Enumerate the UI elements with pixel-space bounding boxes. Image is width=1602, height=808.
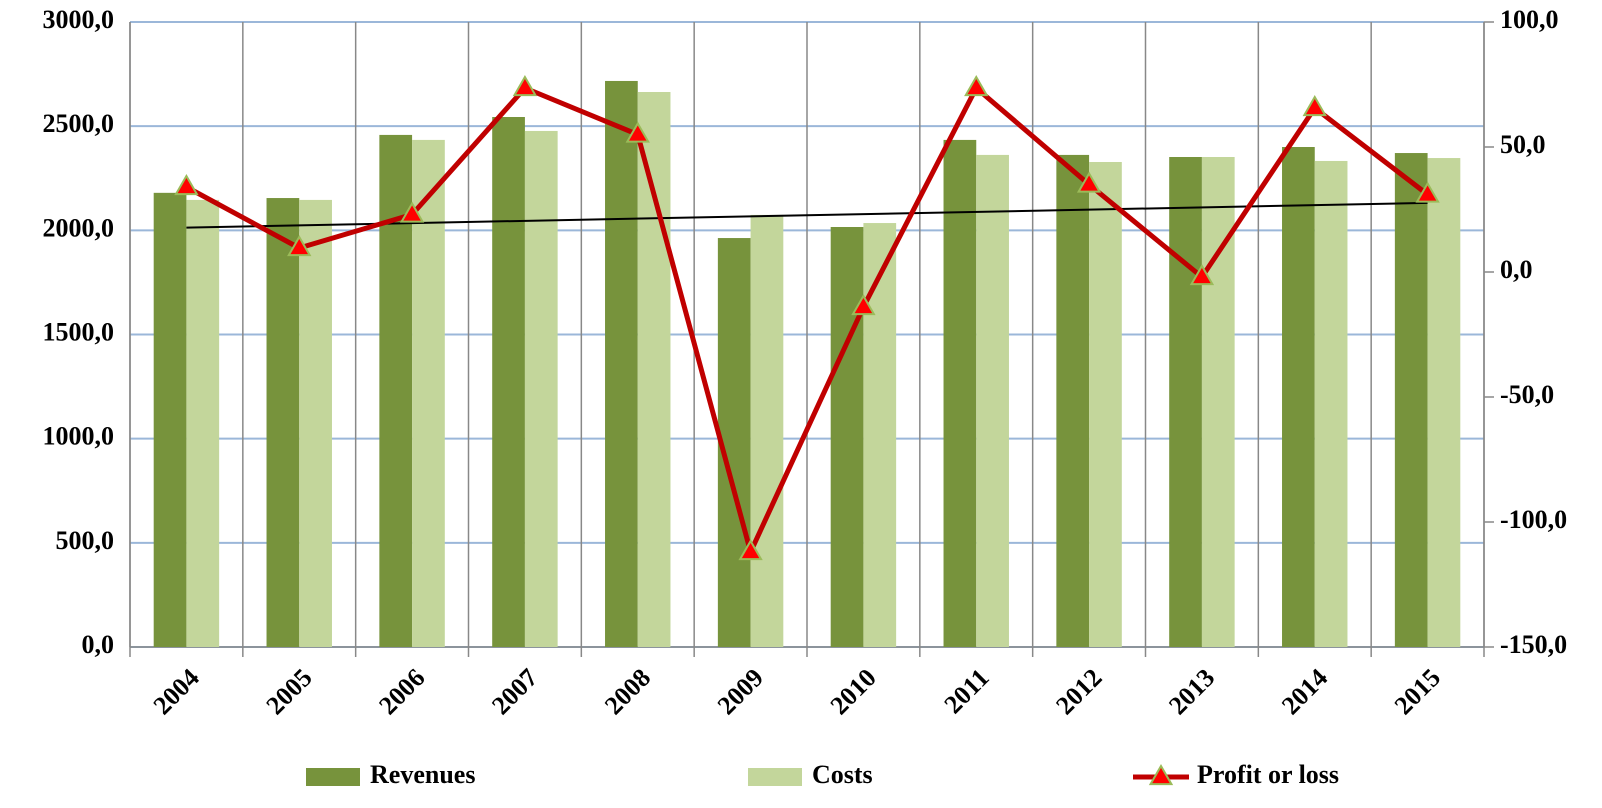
legend-label: Costs: [812, 760, 873, 789]
y2-tick-label: -50,0: [1500, 380, 1554, 409]
x-tick-label: 2005: [260, 663, 317, 720]
bar: [976, 154, 1009, 647]
bar: [412, 139, 445, 647]
bar: [750, 214, 784, 647]
x-tick-label: 2007: [486, 663, 543, 720]
legend-marker: [1148, 763, 1174, 786]
bar: [1314, 160, 1348, 648]
bar: [637, 92, 671, 647]
line: [185, 85, 1430, 555]
x-tick-label: 2010: [825, 663, 882, 720]
y-tick-label: 2000,0: [43, 213, 115, 242]
bar: [1089, 162, 1122, 647]
marker: [174, 173, 199, 196]
marker: [1076, 171, 1102, 193]
y2-tick-label: 50,0: [1500, 130, 1546, 159]
bar: [1056, 154, 1090, 647]
trend-line: [186, 201, 1428, 229]
bar: [943, 139, 977, 647]
bar: [1169, 157, 1202, 647]
x-tick-label: 2014: [1276, 663, 1333, 720]
bar: [1201, 157, 1235, 647]
bar: [492, 117, 525, 647]
bar: [1394, 153, 1428, 647]
marker: [1302, 94, 1327, 117]
legend-label: Profit or loss: [1197, 760, 1339, 789]
bar: [299, 199, 332, 647]
marker: [287, 234, 312, 257]
marker: [738, 538, 763, 561]
bar: [153, 192, 187, 648]
legend-label: Revenues: [370, 760, 475, 789]
y2-tick-label: 0,0: [1500, 255, 1533, 284]
marker: [512, 74, 538, 97]
marker: [851, 293, 876, 316]
x-tick-label: 2015: [1389, 663, 1446, 720]
x-tick-label: 2008: [599, 663, 656, 720]
y-tick-label: 2500,0: [43, 109, 115, 138]
marker: [1189, 263, 1215, 286]
bar: [863, 223, 897, 647]
marker: [625, 121, 650, 143]
x-tick-label: 2009: [712, 663, 769, 720]
x-tick-label: 2006: [373, 663, 430, 720]
legend-swatch: [306, 768, 360, 786]
bar: [605, 80, 638, 648]
x-tick-label: 2012: [1050, 663, 1107, 720]
y2-tick-label: 100,0: [1500, 5, 1559, 34]
bar: [1427, 158, 1461, 647]
y-tick-label: 500,0: [56, 526, 115, 555]
y2-tick-label: -150,0: [1500, 630, 1567, 659]
y-tick-label: 0,0: [82, 630, 115, 659]
bar: [266, 198, 300, 647]
y-tick-label: 3000,0: [43, 5, 115, 34]
y-tick-label: 1500,0: [43, 317, 115, 346]
y2-tick-label: -100,0: [1500, 505, 1567, 534]
marker: [399, 201, 425, 223]
legend-swatch: [748, 768, 802, 786]
marker: [964, 74, 989, 97]
bar: [830, 227, 864, 647]
bar: [524, 130, 558, 648]
x-tick-label: 2011: [938, 663, 994, 719]
y-tick-label: 1000,0: [43, 422, 115, 451]
x-tick-label: 2004: [148, 663, 205, 720]
bar: [1282, 147, 1315, 647]
bar: [186, 199, 220, 647]
marker: [1415, 181, 1440, 203]
x-tick-label: 2013: [1163, 663, 1220, 720]
